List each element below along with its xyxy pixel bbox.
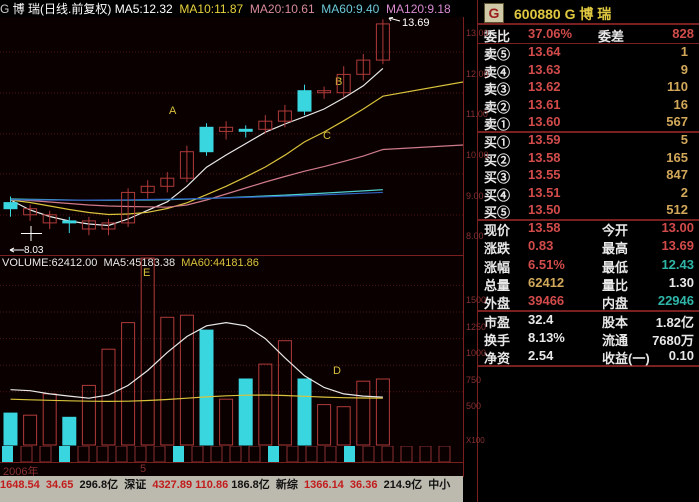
svg-text:C: C bbox=[323, 130, 331, 142]
svg-text:8.03: 8.03 bbox=[24, 245, 44, 255]
svg-text:B: B bbox=[335, 76, 342, 88]
svg-text:A: A bbox=[169, 105, 177, 117]
svg-text:D: D bbox=[333, 365, 341, 377]
svg-text:E: E bbox=[143, 267, 150, 279]
svg-text:13.69: 13.69 bbox=[402, 17, 430, 29]
